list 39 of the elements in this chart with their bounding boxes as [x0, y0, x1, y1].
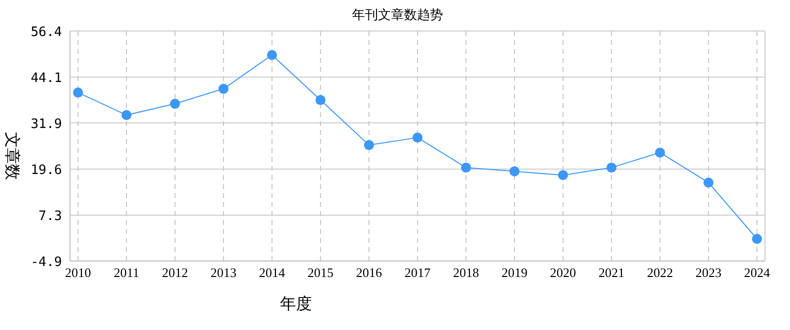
x-tick-label: 2020: [550, 265, 576, 280]
x-tick-label: 2018: [453, 265, 479, 280]
point: [316, 95, 326, 106]
point: [218, 84, 228, 94]
y-tick-label: -4.9: [30, 255, 62, 270]
point: [704, 178, 714, 188]
point: [606, 162, 616, 173]
x-tick-label: 2010: [65, 265, 91, 280]
x-tick-label: 2016: [356, 265, 382, 280]
point: [170, 98, 180, 109]
point: [267, 50, 277, 60]
point: [752, 234, 762, 244]
x-tick-label: 2014: [259, 265, 286, 280]
x-tick-label: 2013: [210, 265, 236, 280]
x-tick-label: 2024: [744, 265, 770, 280]
y-axis-title: 文章数: [3, 132, 21, 180]
point: [655, 148, 665, 158]
x-tick-label: 2011: [114, 265, 140, 280]
point: [461, 162, 471, 173]
point: [510, 166, 520, 176]
y-tick-label: 31.9: [30, 116, 62, 132]
point: [73, 88, 83, 98]
point: [122, 110, 132, 120]
point: [558, 170, 568, 180]
y-tick-label: 7.3: [38, 209, 62, 224]
y-tick-label: 19.6: [30, 163, 62, 178]
x-tick-label: 2015: [308, 265, 334, 280]
point: [412, 132, 422, 143]
x-tick-label: 2023: [696, 265, 722, 280]
x-tick-label: 2012: [162, 265, 188, 280]
y-tick-label: 44.1: [30, 71, 62, 86]
x-axis-title: 年度: [280, 295, 312, 313]
y-tick-label: 56.4: [30, 25, 62, 40]
x-tick-label: 2017: [404, 265, 431, 280]
point: [364, 140, 374, 150]
x-tick-label: 2021: [598, 265, 624, 280]
chart-title: 年刊文章数趋势: [352, 7, 443, 22]
x-tick-label: 2022: [647, 265, 673, 280]
x-tick-label: 2019: [502, 265, 528, 280]
